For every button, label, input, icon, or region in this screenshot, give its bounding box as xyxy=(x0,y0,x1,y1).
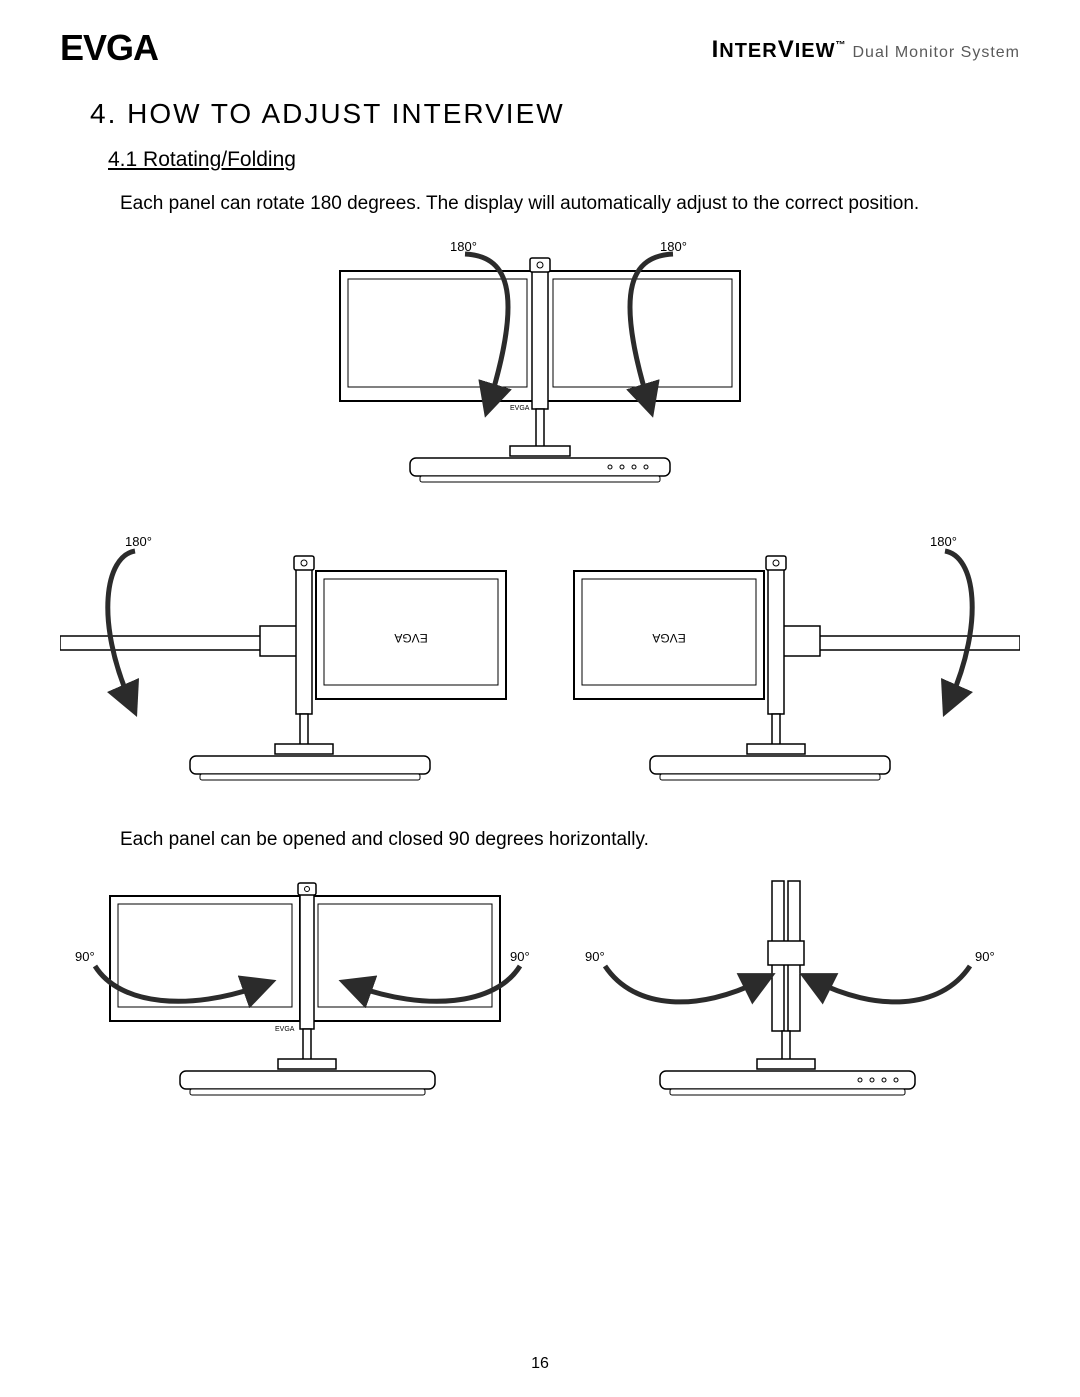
svg-text:EVGA: EVGA xyxy=(510,405,530,412)
section-title: 4. HOW TO ADJUST INTERVIEW xyxy=(90,98,1020,130)
paragraph-2: Each panel can be opened and closed 90 d… xyxy=(120,826,980,854)
interview-brand: INTERVIEW™ xyxy=(712,36,847,64)
fig2-label-right: 180° xyxy=(930,534,957,549)
fig3-label-3: 90° xyxy=(585,949,605,964)
fig3-label-4: 90° xyxy=(975,949,995,964)
figure1-svg: 180° 180° EVGA xyxy=(260,236,820,496)
brand-nter: NTER xyxy=(719,40,777,62)
figure-rotate-180-front: 180° 180° EVGA xyxy=(60,236,1020,496)
evga-logo-svg: EVGA xyxy=(60,30,200,70)
brand-ew: EW xyxy=(801,40,835,62)
fig1-label-left: 180° xyxy=(450,239,477,254)
svg-text:EVGA: EVGA xyxy=(60,30,159,68)
page-number: 16 xyxy=(0,1355,1080,1373)
header-right: INTERVIEW™ Dual Monitor System xyxy=(712,36,1020,64)
fig2-label-left: 180° xyxy=(125,534,152,549)
header-subtitle: Dual Monitor System xyxy=(853,44,1021,62)
figure-rotate-180-side: 180° 180° EVGA xyxy=(60,526,1020,796)
figure2-svg: 180° 180° EVGA xyxy=(60,526,1020,796)
manual-page: EVGA INTERVIEW™ Dual Monitor System 4. H… xyxy=(0,0,1080,1397)
fig1-label-right: 180° xyxy=(660,239,687,254)
brand-v: V xyxy=(778,36,795,63)
svg-text:EVGA: EVGA xyxy=(652,631,685,645)
figure-90-horizontal: 90° 90° EVGA 90° 90° xyxy=(60,871,1020,1111)
svg-text:EVGA: EVGA xyxy=(394,631,427,645)
svg-text:EVGA: EVGA xyxy=(275,1026,295,1033)
fig3-label-2: 90° xyxy=(510,949,530,964)
figure3-svg: 90° 90° EVGA 90° 90° xyxy=(60,871,1020,1111)
subsection-title: 4.1 Rotating/Folding xyxy=(108,148,1020,172)
tm-mark: ™ xyxy=(836,40,847,51)
paragraph-1: Each panel can rotate 180 degrees. The d… xyxy=(120,190,980,218)
evga-logo: EVGA xyxy=(60,30,200,70)
page-header: EVGA INTERVIEW™ Dual Monitor System xyxy=(60,30,1020,70)
fig3-label-1: 90° xyxy=(75,949,95,964)
